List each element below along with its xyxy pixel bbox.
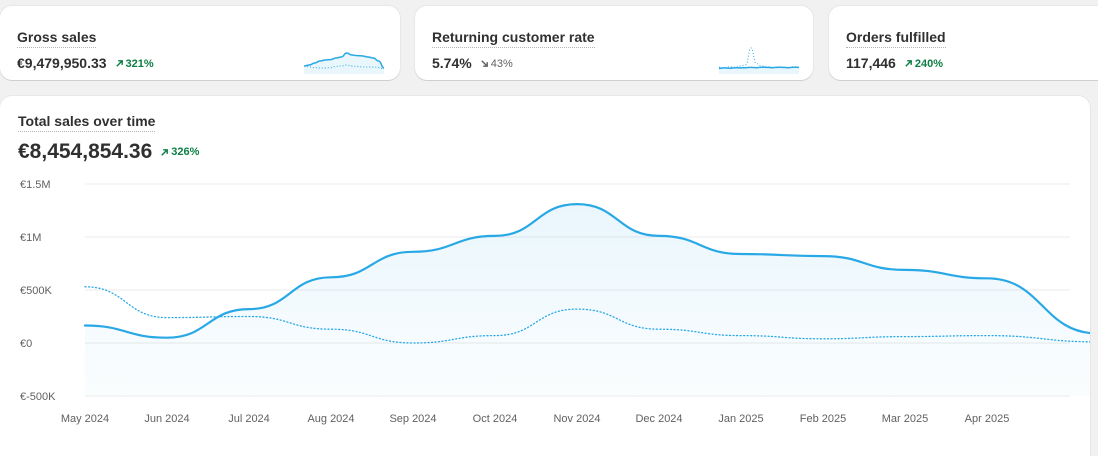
arrow-up-right-icon — [115, 60, 123, 67]
arrow-down-right-icon — [480, 60, 488, 67]
arrow-up-right-icon — [161, 148, 169, 156]
total-sales-value: €8,454,854.36 — [18, 140, 153, 163]
series-line-current[interactable] — [83, 202, 1090, 339]
metric-row: €9,479,950.33 321% — [17, 55, 154, 71]
trend-badge: 326% — [160, 146, 199, 158]
sparkline — [303, 52, 385, 74]
x-tick-label: Jan 2025 — [718, 413, 763, 425]
x-tick-label: May 2024 — [61, 413, 109, 425]
sparkline-area — [304, 53, 384, 74]
x-tick-label: Jun 2024 — [144, 413, 189, 425]
x-tick-label: Apr 2025 — [965, 413, 1010, 425]
y-tick-label: €1.5M — [20, 179, 51, 191]
sparkline-previous — [718, 47, 800, 69]
metric-value: €9,479,950.33 — [17, 55, 107, 71]
x-tick-label: Mar 2025 — [882, 413, 928, 425]
x-tick-label: Aug 2024 — [307, 413, 354, 425]
sparkline-area — [719, 67, 799, 74]
total-sales-card: €1.5M €1M €500K €0 €-500K May 2024 Jun 2024 Jul… — [0, 96, 1090, 456]
y-tick-label: €500K — [20, 285, 52, 297]
sparkline-current — [303, 52, 385, 69]
trend-value: 240% — [914, 57, 943, 70]
arrow-up-right-icon — [905, 60, 912, 67]
x-tick-label: Dec 2024 — [635, 413, 682, 425]
chart-title[interactable]: Total sales over time — [18, 113, 156, 132]
metric-title[interactable]: Gross sales — [17, 29, 97, 48]
trend-badge: 321% — [115, 58, 154, 70]
metric-card-orders-fulfilled[interactable]: Orders fulfilled 117,446 240% — [829, 6, 1098, 80]
y-tick-label: €0 — [20, 338, 32, 350]
metric-value: 117,446 — [846, 55, 896, 71]
metric-row: 5.74% 43% — [432, 55, 513, 71]
x-tick-label: Jul 2024 — [228, 413, 270, 425]
metric-card-returning-customer-rate[interactable]: Returning customer rate 5.74% 43% — [415, 6, 813, 80]
trend-badge: 240% — [904, 58, 943, 70]
x-tick-label: Sep 2024 — [389, 413, 436, 425]
metric-title[interactable]: Returning customer rate — [432, 29, 595, 48]
series-line-previous[interactable] — [84, 286, 1090, 344]
main-value-row: €8,454,854.36 326% — [18, 140, 199, 164]
sparkline-current — [718, 66, 800, 70]
sales-line-chart[interactable]: €1.5M €1M €500K €0 €-500K May 2024 Jun 2024 Jul… — [0, 96, 1090, 443]
trend-badge: 43% — [480, 58, 513, 70]
x-tick-label: Feb 2025 — [800, 413, 846, 425]
sparkline — [718, 47, 800, 74]
metric-title[interactable]: Orders fulfilled — [846, 29, 946, 48]
series-area — [85, 204, 1090, 396]
x-tick-label: Nov 2024 — [553, 413, 600, 425]
x-tick-label: Oct 2024 — [473, 413, 518, 425]
y-tick-label: €1M — [20, 232, 41, 244]
metric-card-gross-sales[interactable]: Gross sales €9,479,950.33 321% — [0, 6, 400, 80]
trend-value: 43% — [490, 57, 513, 70]
y-tick-label: €-500K — [20, 391, 56, 403]
metric-value: 5.74% — [432, 55, 472, 71]
trend-value: 321% — [125, 57, 154, 70]
metric-row: 117,446 240% — [846, 55, 943, 71]
trend-value: 326% — [171, 146, 200, 158]
